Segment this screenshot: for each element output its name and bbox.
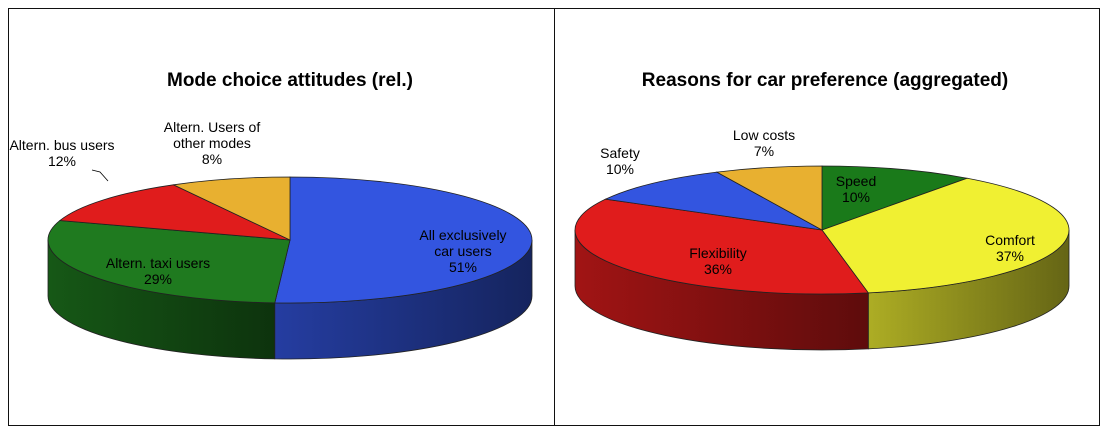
label-low-costs: Low costs 7% xyxy=(733,127,795,159)
slice-altern-users-of-other-modes xyxy=(172,176,291,241)
slice-flexibility xyxy=(574,198,870,295)
mode-choice-pie-chart: Mode choice attitudes (rel.) All exclusi… xyxy=(9,70,533,360)
label-altern-taxi-users: Altern. taxi users 29% xyxy=(106,255,210,287)
slice-safety xyxy=(604,171,823,231)
chart-title: Reasons for car preference (aggregated) xyxy=(642,70,1008,91)
label-all-exclusively-car-users: All exclusively car users 51% xyxy=(419,227,506,275)
chart-title: Mode choice attitudes (rel.) xyxy=(167,70,413,91)
slice-all-exclusively-car-users xyxy=(274,176,533,304)
pie-labels: All exclusively car users 51% Altern. taxi … xyxy=(9,119,506,287)
slice-low-costs xyxy=(715,165,823,231)
label-comfort: Comfort 37% xyxy=(985,232,1035,264)
slice-speed xyxy=(821,165,969,231)
leader-line xyxy=(91,169,109,182)
label-safety: Safety 10% xyxy=(600,145,640,177)
label-altern-users-of-other-modes: Altern. Users of other modes 8% xyxy=(164,119,261,167)
slice-altern-taxi-users xyxy=(47,220,291,304)
pie-slices xyxy=(47,176,533,360)
pie-labels: Speed 10% Comfort 37% Flexibility 36% Safety 10… xyxy=(600,127,1035,277)
pie-slices xyxy=(574,165,1070,351)
slice-altern-bus-users xyxy=(58,184,291,241)
slice-comfort xyxy=(821,177,1070,294)
label-speed: Speed 10% xyxy=(836,173,876,205)
panel-divider xyxy=(554,8,555,426)
label-flexibility: Flexibility 36% xyxy=(689,245,747,277)
label-altern-bus-users: Altern. bus users 12% xyxy=(9,137,114,169)
